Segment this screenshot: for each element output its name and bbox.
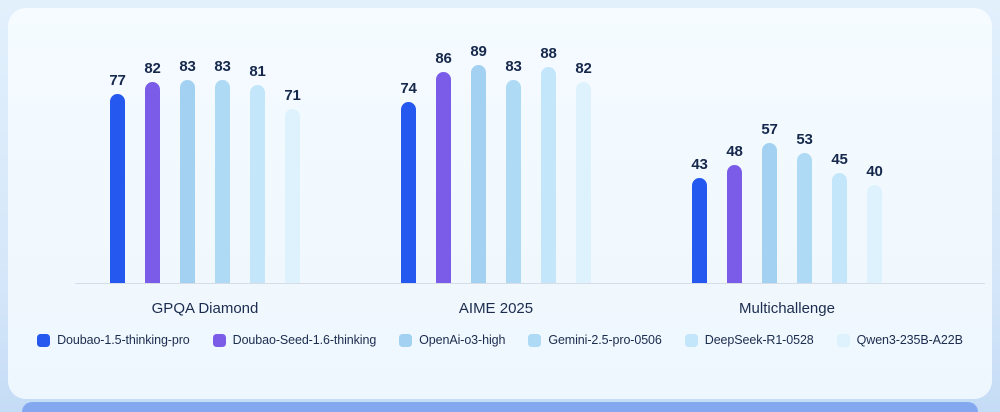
bar-doubao-seed-1-6-thinking-aime-2025[interactable] <box>436 72 451 283</box>
bar-value-label: 88 <box>540 45 557 62</box>
bar-doubao-1-5-thinking-pro-gpqa-diamond[interactable] <box>110 94 125 283</box>
bar-deepseek-r1-0528-multichallenge[interactable] <box>832 173 847 283</box>
bar-item-gemini-2-5-pro-0506: 83 <box>214 58 231 283</box>
bars-row: 77 82 83 83 81 71 <box>109 38 301 283</box>
bar-item-gemini-2-5-pro-0506: 83 <box>505 58 522 283</box>
bar-item-doubao-seed-1-6-thinking: 82 <box>144 60 161 283</box>
chart-legend: Doubao-1.5-thinking-pro Doubao-Seed-1.6-t… <box>8 333 992 347</box>
bar-item-deepseek-r1-0528: 81 <box>249 63 266 283</box>
bar-value-label: 77 <box>109 72 126 89</box>
chart-card: 77 82 83 83 81 71 GPQA Diamond 74 86 89 83 88 82 AIME… <box>8 8 992 399</box>
legend-label: Doubao-Seed-1.6-thinking <box>232 333 377 347</box>
bar-group-multichallenge: 43 48 57 53 45 40 Multichallenge <box>691 38 883 317</box>
bar-doubao-1-5-thinking-pro-multichallenge[interactable] <box>692 178 707 283</box>
legend-item-gemini-2-5-pro-0506[interactable]: Gemini-2.5-pro-0506 <box>528 333 662 347</box>
bars-row: 74 86 89 83 88 82 <box>400 38 592 283</box>
bar-item-doubao-1-5-thinking-pro: 74 <box>400 80 417 283</box>
bar-value-label: 89 <box>470 43 487 60</box>
category-label-multichallenge: Multichallenge <box>739 300 835 317</box>
x-axis-line <box>75 283 985 284</box>
bar-deepseek-r1-0528-aime-2025[interactable] <box>541 67 556 283</box>
legend-item-openai-o3-high[interactable]: OpenAi-o3-high <box>399 333 505 347</box>
bar-value-label: 57 <box>761 121 778 138</box>
bar-item-doubao-1-5-thinking-pro: 43 <box>691 156 708 283</box>
bar-item-deepseek-r1-0528: 45 <box>831 151 848 283</box>
category-label-aime-2025: AIME 2025 <box>458 300 534 317</box>
bar-value-label: 82 <box>575 60 592 77</box>
bar-doubao-seed-1-6-thinking-multichallenge[interactable] <box>727 165 742 283</box>
legend-swatch-icon <box>37 333 51 347</box>
bar-value-label: 43 <box>691 156 708 173</box>
legend-item-doubao-seed-1-6-thinking[interactable]: Doubao-Seed-1.6-thinking <box>212 333 377 347</box>
bar-value-label: 83 <box>505 58 522 75</box>
bar-gemini-2-5-pro-0506-aime-2025[interactable] <box>506 80 521 283</box>
legend-label: OpenAi-o3-high <box>419 333 506 347</box>
benchmark-bar-chart: 77 82 83 83 81 71 GPQA Diamond 74 86 89 83 88 82 AIME… <box>8 8 992 399</box>
legend-item-doubao-1-5-thinking-pro[interactable]: Doubao-1.5-thinking-pro <box>37 333 190 347</box>
legend-swatch-icon <box>684 333 698 347</box>
bar-item-qwen3-235b-a22b: 40 <box>866 163 883 283</box>
bar-qwen3-235b-a22b-multichallenge[interactable] <box>867 185 882 283</box>
bar-value-label: 86 <box>435 50 452 67</box>
bar-item-gemini-2-5-pro-0506: 53 <box>796 131 813 283</box>
bar-value-label: 48 <box>726 143 743 160</box>
bar-value-label: 83 <box>179 58 196 75</box>
bar-value-label: 81 <box>249 63 266 80</box>
legend-label: Doubao-1.5-thinking-pro <box>57 333 190 347</box>
bar-gemini-2-5-pro-0506-multichallenge[interactable] <box>797 153 812 283</box>
bar-group-aime-2025: 74 86 89 83 88 82 AIME 2025 <box>400 38 592 317</box>
bottom-section-edge <box>22 402 978 412</box>
bar-value-label: 83 <box>214 58 231 75</box>
bar-openai-o3-high-multichallenge[interactable] <box>762 143 777 283</box>
bar-item-doubao-seed-1-6-thinking: 48 <box>726 143 743 283</box>
bar-deepseek-r1-0528-gpqa-diamond[interactable] <box>250 85 265 283</box>
legend-swatch-icon <box>399 333 413 347</box>
legend-item-qwen3-235b-a22b[interactable]: Qwen3-235B-A22B <box>836 333 963 347</box>
bar-value-label: 74 <box>400 80 417 97</box>
bar-item-openai-o3-high: 89 <box>470 43 487 283</box>
legend-label: DeepSeek-R1-0528 <box>704 333 814 347</box>
bar-doubao-1-5-thinking-pro-aime-2025[interactable] <box>401 102 416 283</box>
bar-item-qwen3-235b-a22b: 82 <box>575 60 592 283</box>
bar-item-openai-o3-high: 83 <box>179 58 196 283</box>
bar-qwen3-235b-a22b-aime-2025[interactable] <box>576 82 591 283</box>
bar-item-deepseek-r1-0528: 88 <box>540 45 557 283</box>
legend-swatch-icon <box>836 333 850 347</box>
bar-openai-o3-high-aime-2025[interactable] <box>471 65 486 283</box>
bar-qwen3-235b-a22b-gpqa-diamond[interactable] <box>285 109 300 283</box>
bar-item-doubao-1-5-thinking-pro: 77 <box>109 72 126 283</box>
legend-label: Gemini-2.5-pro-0506 <box>548 333 662 347</box>
bars-row: 43 48 57 53 45 40 <box>691 38 883 283</box>
bar-value-label: 40 <box>866 163 883 180</box>
bar-item-qwen3-235b-a22b: 71 <box>284 87 301 283</box>
legend-swatch-icon <box>528 333 542 347</box>
bar-value-label: 45 <box>831 151 848 168</box>
bar-item-doubao-seed-1-6-thinking: 86 <box>435 50 452 283</box>
legend-swatch-icon <box>212 333 226 347</box>
bar-doubao-seed-1-6-thinking-gpqa-diamond[interactable] <box>145 82 160 283</box>
category-label-gpqa-diamond: GPQA Diamond <box>151 300 259 317</box>
bar-item-openai-o3-high: 57 <box>761 121 778 283</box>
bar-value-label: 53 <box>796 131 813 148</box>
bar-group-gpqa-diamond: 77 82 83 83 81 71 GPQA Diamond <box>109 38 301 317</box>
legend-label: Qwen3-235B-A22B <box>856 333 963 347</box>
bar-value-label: 82 <box>144 60 161 77</box>
legend-item-deepseek-r1-0528[interactable]: DeepSeek-R1-0528 <box>684 333 814 347</box>
bar-gemini-2-5-pro-0506-gpqa-diamond[interactable] <box>215 80 230 283</box>
bar-value-label: 71 <box>284 87 301 104</box>
bar-openai-o3-high-gpqa-diamond[interactable] <box>180 80 195 283</box>
bar-groups: 77 82 83 83 81 71 GPQA Diamond 74 86 89 83 88 82 AIME… <box>109 38 883 317</box>
